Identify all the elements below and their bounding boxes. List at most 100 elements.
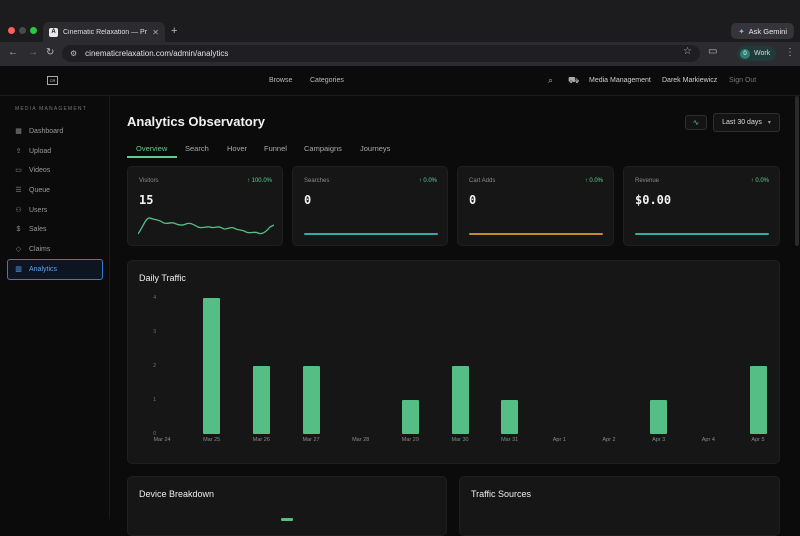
media-management-link[interactable]: Media Management (589, 77, 651, 84)
close-window-button[interactable] (8, 27, 15, 34)
grid-icon: ▦ (15, 128, 22, 135)
browser-menu-icon[interactable]: ⋮ (785, 47, 795, 58)
sign-out-link[interactable]: Sign Out (729, 77, 757, 84)
forward-icon[interactable]: → (28, 47, 38, 58)
side-panel-icon[interactable]: ▭ (708, 46, 718, 57)
traffic-bar[interactable] (650, 400, 668, 434)
avatar: 0 (740, 48, 750, 59)
kpi-delta: ↑ 0.0% (750, 178, 769, 184)
tab-overview[interactable]: Overview (136, 144, 168, 153)
x-tick-label: Apr 3 (652, 437, 666, 443)
searches-sparkline (304, 233, 438, 235)
x-tick-label: Mar 26 (252, 437, 270, 443)
traffic-bar[interactable] (302, 366, 320, 434)
sidebar-item-label: Queue (29, 186, 51, 194)
tab-hover[interactable]: Hover (227, 144, 248, 153)
new-tab-button[interactable]: + (171, 25, 178, 37)
x-tick-label: Mar 25 (203, 437, 221, 443)
y-tick-label: 3 (153, 329, 156, 335)
traffic-bar[interactable] (252, 366, 270, 434)
device-chart-hint (281, 518, 293, 521)
sidebar-item-label: Sales (29, 225, 47, 233)
profile-button[interactable]: 0 Work (737, 46, 777, 61)
traffic-bar[interactable] (501, 400, 519, 434)
kpi-value: 0 (469, 193, 477, 207)
y-tick-label: 1 (153, 397, 156, 403)
app-header (0, 66, 800, 96)
x-tick-label: Mar 31 (501, 437, 519, 443)
x-tick-label: Mar 28 (352, 437, 370, 443)
chart-icon: ▥ (15, 266, 22, 273)
back-icon[interactable]: ← (8, 47, 18, 58)
cart-icon[interactable]: ⛟ (568, 75, 580, 85)
sidebar-item-users[interactable]: ⚇ Users (15, 204, 47, 216)
live-activity-button[interactable]: ∿ (685, 115, 707, 130)
traffic-sources-card: Traffic Sources (459, 476, 780, 536)
site-favicon-icon: A (49, 27, 58, 37)
sidebar-active-indicator (7, 259, 103, 280)
sidebar-item-upload[interactable]: ⇪ Upload (15, 145, 52, 157)
sidebar-item-analytics[interactable]: ▥ Analytics (15, 263, 57, 275)
sidebar-item-label: Upload (29, 147, 52, 155)
tab-search[interactable]: Search (185, 144, 209, 153)
kpi-value: 15 (139, 193, 154, 207)
daily-traffic-card: Daily Traffic 0 1 2 3 4 Mar 24 Mar 25 Mar 26 Mar… (127, 260, 780, 464)
y-tick-label: 2 (153, 363, 156, 369)
shield-icon: ◇ (15, 246, 22, 253)
sidebar-item-label: Dashboard (29, 127, 64, 135)
date-range-select[interactable]: Last 30 days ▾ (713, 113, 780, 132)
minimize-window-button[interactable] (19, 27, 26, 34)
bookmark-star-icon[interactable]: ☆ (683, 46, 692, 57)
close-tab-icon[interactable]: ✕ (152, 27, 159, 37)
kpi-value: 0 (304, 193, 312, 207)
device-breakdown-card: Device Breakdown (127, 476, 447, 536)
gemini-icon: ✦ (738, 26, 745, 36)
traffic-bar[interactable] (451, 366, 469, 434)
tab-title: Cinematic Relaxation — Prem (63, 28, 148, 36)
y-tick-label: 4 (153, 295, 156, 301)
address-bar[interactable]: ⚙ cinematicrelaxation.com/admin/analytic… (62, 45, 700, 62)
reload-icon[interactable]: ↻ (46, 47, 55, 58)
user-name-link[interactable]: Darek Markiewicz (662, 77, 718, 84)
kpi-delta: ↑ 0.0% (418, 178, 437, 184)
active-tab-underline (127, 156, 177, 158)
site-logo[interactable]: CR (47, 76, 58, 85)
sidebar-item-videos[interactable]: ▭ Videos (15, 164, 50, 176)
ask-gemini-label: Ask Gemini (748, 26, 787, 36)
kpi-label: Searches (304, 178, 330, 184)
nav-browse[interactable]: Browse (269, 77, 293, 84)
sidebar-item-claims[interactable]: ◇ Claims (15, 243, 51, 255)
daily-traffic-title: Daily Traffic (139, 273, 186, 283)
sidebar-item-dashboard[interactable]: ▦ Dashboard (15, 125, 63, 137)
chevron-down-icon: ▾ (767, 120, 771, 126)
kpi-label: Visitors (139, 178, 159, 184)
x-tick-label: Apr 2 (602, 437, 616, 443)
kpi-label: Revenue (635, 178, 660, 184)
sidebar-item-queue[interactable]: ☰ Queue (15, 184, 50, 196)
dollar-icon: $ (16, 225, 21, 233)
kpi-delta: ↑ 0.0% (584, 178, 603, 184)
traffic-bar[interactable] (401, 400, 419, 434)
tab-journeys[interactable]: Journeys (360, 144, 391, 153)
x-tick-label: Apr 4 (701, 437, 715, 443)
sidebar-item-label: Users (29, 206, 48, 214)
traffic-bar[interactable] (203, 298, 221, 434)
sidebar-title: MEDIA MANAGEMENT (15, 106, 87, 112)
traffic-sources-title: Traffic Sources (471, 489, 532, 499)
nav-categories[interactable]: Categories (310, 77, 344, 84)
tab-campaigns[interactable]: Campaigns (304, 144, 342, 153)
tab-funnel[interactable]: Funnel (264, 144, 287, 153)
maximize-window-button[interactable] (30, 27, 37, 34)
page-scrollbar[interactable] (795, 96, 799, 246)
sidebar-item-sales[interactable]: $ Sales (15, 223, 47, 235)
sidebar-item-label: Claims (29, 245, 51, 253)
kpi-label: Cart Adds (469, 178, 496, 184)
traffic-bar[interactable] (749, 366, 767, 434)
search-icon[interactable]: ⌕ (548, 75, 554, 85)
url-text: cinematicrelaxation.com/admin/analytics (85, 49, 229, 58)
kpi-card-visitors: Visitors ↑ 100.0% 15 (127, 166, 283, 246)
ask-gemini-button[interactable]: ✦ Ask Gemini (731, 23, 794, 39)
kpi-delta: ↑ 100.0% (246, 178, 272, 184)
browser-tab[interactable]: A Cinematic Relaxation — Prem ✕ (43, 22, 165, 42)
site-info-icon[interactable]: ⚙ (70, 49, 78, 58)
